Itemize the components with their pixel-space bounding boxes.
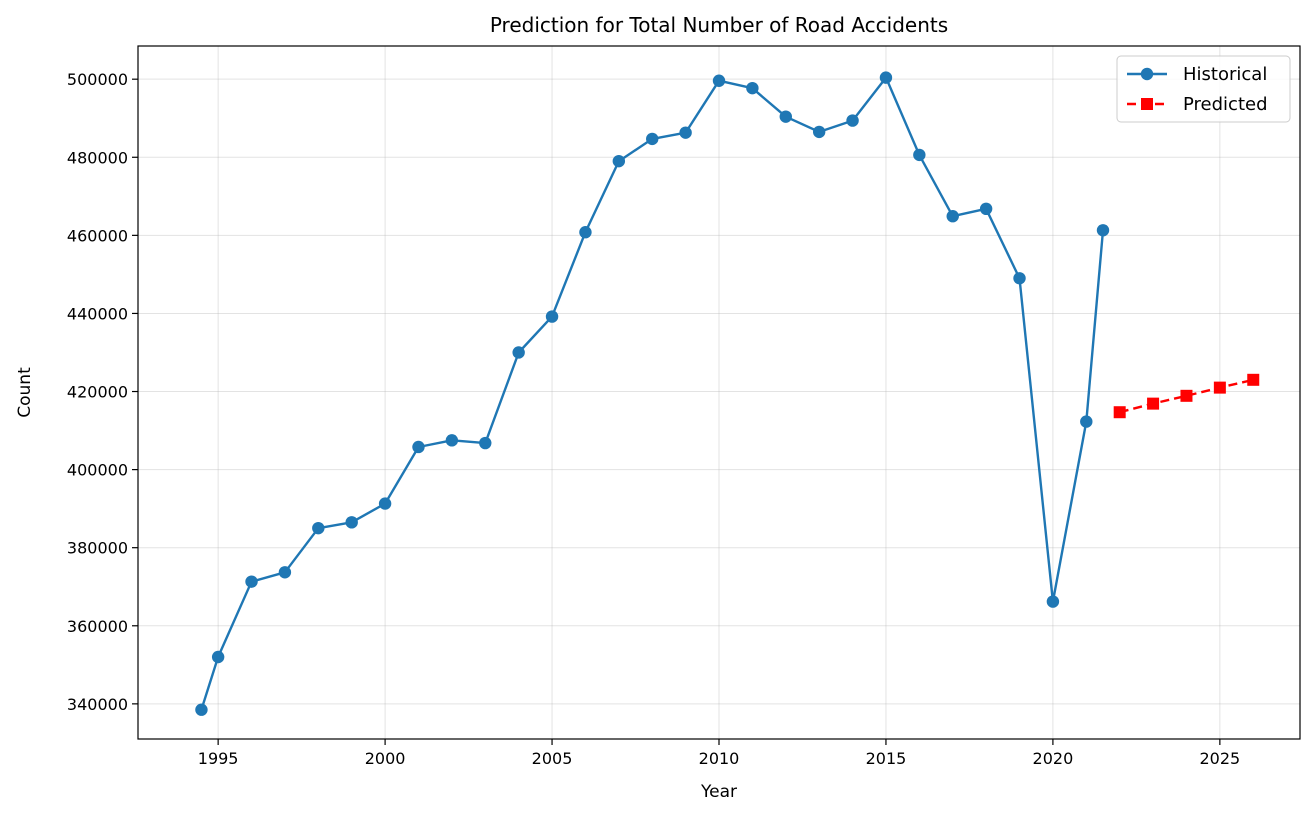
x-tick-label: 2015 (866, 749, 907, 768)
x-axis-label: Year (700, 782, 737, 802)
historical-data-point (846, 114, 859, 127)
historical-data-point (612, 154, 626, 168)
series-layer (195, 71, 1260, 716)
y-tick-label: 340000 (67, 695, 128, 714)
historical-data-point (545, 310, 559, 323)
predicted-series-line (1119, 378, 1254, 414)
y-axis-label: Count (15, 367, 35, 418)
x-tick-label: 2010 (699, 749, 740, 768)
y-tick-label: 420000 (67, 383, 128, 402)
plot-frame (137, 45, 1301, 740)
historical-data-point (746, 81, 759, 95)
historical-data-point (579, 226, 592, 239)
historical-data-point (879, 71, 893, 84)
historical-series-line (200, 76, 1105, 711)
historical-data-point (812, 125, 826, 139)
historical-data-point (946, 210, 959, 223)
historical-data-point (195, 703, 208, 716)
historical-data-point (712, 74, 726, 87)
y-tick-label: 380000 (67, 539, 128, 558)
legend: Historical Predicted (1116, 55, 1291, 123)
historical-data-point (979, 202, 993, 216)
x-tick-label: 2025 (1200, 749, 1241, 768)
predicted-data-point (1147, 397, 1160, 410)
chart-title: Prediction for Total Number of Road Acci… (490, 13, 948, 37)
legend-predicted-marker (1141, 98, 1153, 110)
predicted-data-point (1180, 389, 1193, 402)
legend-historical-label: Historical (1183, 64, 1267, 85)
historical-data-point (278, 566, 292, 579)
x-tick-label: 2020 (1033, 749, 1074, 768)
x-tick-label: 2005 (532, 749, 573, 768)
predicted-data-point (1213, 381, 1226, 394)
historical-data-point (245, 575, 258, 588)
historical-data-point (445, 434, 459, 447)
grid-layer (138, 46, 1300, 739)
historical-data-point (312, 521, 325, 535)
y-tick-label: 500000 (67, 70, 128, 89)
historical-data-point (1080, 415, 1093, 428)
y-tick-label: 360000 (67, 617, 128, 636)
historical-data-point (779, 110, 792, 123)
y-tick-label: 480000 (67, 148, 128, 167)
x-tick-label: 1995 (198, 749, 239, 768)
historical-data-point (211, 650, 225, 664)
x-tick-label: 2000 (365, 749, 406, 768)
predicted-data-point (1113, 406, 1126, 419)
historical-data-point (412, 440, 425, 454)
y-tick-label: 460000 (67, 226, 128, 245)
historical-data-point (1096, 224, 1110, 237)
legend-predicted-label: Predicted (1183, 94, 1268, 115)
predicted-data-point (1247, 373, 1260, 386)
historical-data-point (345, 516, 358, 529)
historical-data-point (913, 148, 926, 162)
legend-historical-marker (1140, 67, 1154, 81)
historical-data-point (479, 436, 492, 450)
historical-data-point (512, 346, 525, 359)
historical-data-point (378, 497, 392, 510)
historical-data-point (679, 126, 692, 139)
legend-box (1116, 55, 1291, 123)
historical-data-point (646, 132, 659, 146)
historical-data-point (1013, 272, 1026, 285)
y-tick-label: 400000 (67, 461, 128, 480)
ticks-layer: 1995 2000 2005 2010 2015 2020 2025 340000 360000… (67, 70, 1240, 768)
y-tick-label: 440000 (67, 304, 128, 323)
historical-data-point (1046, 595, 1060, 608)
